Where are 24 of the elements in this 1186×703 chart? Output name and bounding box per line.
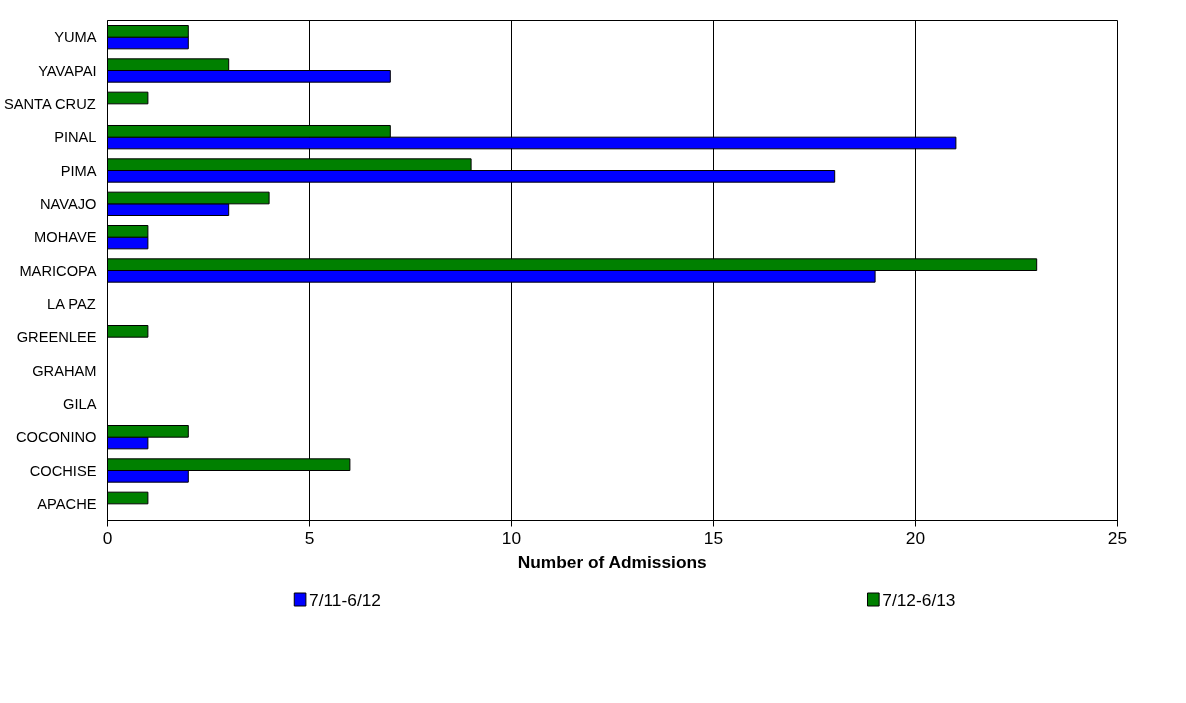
y-tick-label: GREENLEE	[16, 329, 97, 346]
x-tick-label: 0	[102, 527, 113, 548]
y-tick-label: YUMA	[54, 29, 97, 46]
y-tick-label: COCONINO	[15, 429, 97, 446]
x-tick-label: 15	[703, 527, 724, 548]
y-tick-label: NAVAJO	[40, 195, 97, 212]
x-tick-label: 5	[304, 527, 315, 548]
y-tick-label: GRAHAM	[32, 362, 97, 379]
legend-label: 7/12-6/13	[882, 589, 956, 610]
y-tick-label: MARICOPA	[19, 262, 97, 279]
y-tick-label: GILA	[63, 395, 97, 412]
y-tick-label: APACHE	[37, 495, 97, 512]
y-tick-label: LA PAZ	[47, 295, 96, 312]
y-tick-label: SANTA CRUZ	[3, 95, 96, 112]
y-tick-label: COCHISE	[29, 462, 97, 479]
x-tick-label: 20	[905, 527, 926, 548]
legend-label: 7/11-6/12	[309, 589, 381, 610]
y-tick-label: PIMA	[60, 162, 97, 179]
x-tick-label: 10	[501, 527, 522, 548]
y-tick-label: YAVAPAI	[38, 62, 97, 79]
y-tick-label: PINAL	[54, 129, 97, 146]
x-tick-label: 25	[1107, 527, 1128, 548]
x-axis-title: Number of Admissions	[517, 551, 707, 572]
y-tick-label: MOHAVE	[34, 229, 97, 246]
